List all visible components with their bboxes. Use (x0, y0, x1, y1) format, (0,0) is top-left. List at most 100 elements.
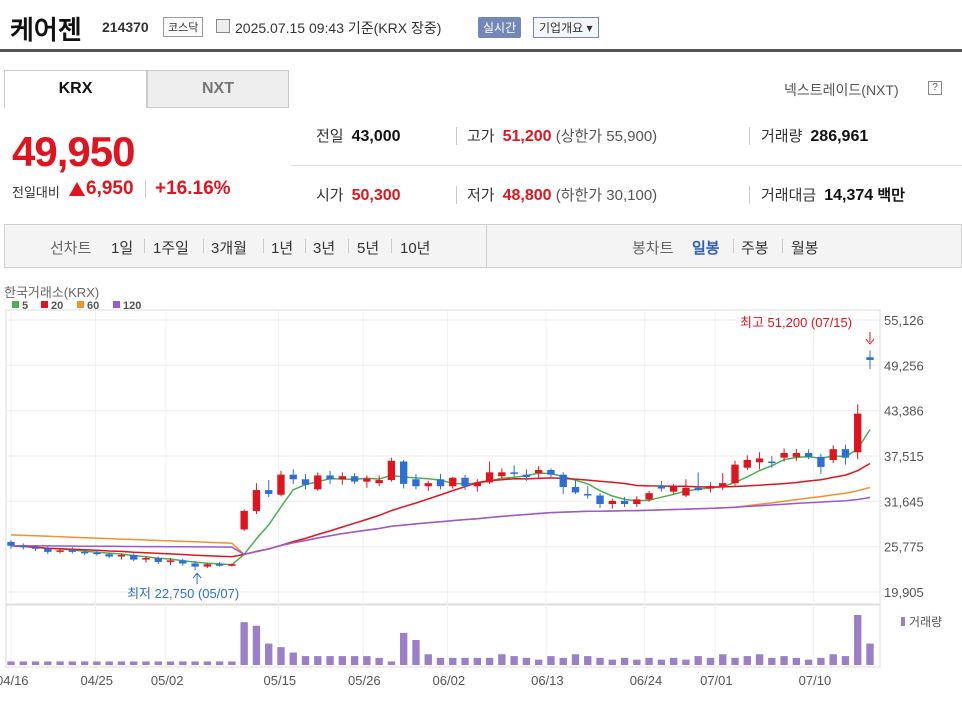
candle-body (265, 490, 273, 494)
ma-20-line (10, 462, 871, 558)
volume-bar (645, 657, 653, 665)
volume-bar (387, 661, 396, 665)
candle-body (301, 479, 310, 485)
volume-bar (228, 661, 236, 665)
candle-body (44, 548, 52, 552)
candle-body (436, 479, 445, 487)
candle-body (387, 460, 396, 481)
candle-body (522, 474, 531, 477)
candle-body (584, 493, 592, 496)
legend-swatch (12, 301, 19, 308)
x-tick-label: 07/01 (700, 673, 733, 688)
candle-body (449, 477, 457, 487)
divider (456, 127, 457, 145)
candle-body (314, 475, 322, 490)
volume-bar (117, 661, 126, 665)
tab-nxt[interactable]: NXT (147, 70, 289, 108)
chart-source: 한국거래소(KRX) (4, 285, 99, 300)
y-tick-label: 43,386 (884, 404, 924, 419)
x-tick-label: 07/10 (799, 673, 832, 688)
divider (291, 165, 962, 166)
price-stats: 전일 43,000 고가 51,200 (상한가 55,900) 거래량 286,96… (291, 112, 962, 220)
volume-bar (424, 654, 432, 665)
stock-name: 케어젠 (10, 15, 82, 45)
divider (486, 225, 487, 267)
nexttrade-link[interactable]: 넥스트레이드(NXT) (784, 82, 899, 98)
divider (456, 186, 457, 204)
candle-body (841, 449, 850, 458)
volume-bar (731, 657, 739, 665)
volume-bar (596, 657, 604, 665)
volume-bar (301, 656, 310, 665)
change-value: 6,950 (86, 178, 134, 199)
period-5y[interactable]: 5년 (357, 240, 380, 257)
candle-body (854, 413, 862, 453)
volume-bar (608, 659, 616, 665)
x-tick-label: 04/25 (80, 673, 113, 688)
period-weekly[interactable]: 주봉 (741, 240, 769, 257)
volume-bar (817, 657, 825, 665)
volume-plot-frame (5, 604, 881, 668)
period-bar: 선차트 1일 1주일 3개월 1년 3년 5년 10년 봉차트 일봉 주봉 월봉 (4, 224, 962, 268)
high-annotation: 최고 51,200 (07/15) (740, 315, 852, 330)
divider (305, 239, 306, 253)
volume-bar (7, 661, 15, 665)
candle-body (792, 453, 801, 457)
candle-body (461, 477, 469, 487)
y-tick-label: 31,645 (884, 494, 924, 509)
candle-body (559, 474, 567, 488)
candle-body (473, 482, 481, 487)
period-3y[interactable]: 3년 (313, 240, 336, 257)
period-monthly[interactable]: 월봉 (791, 240, 819, 257)
period-3m[interactable]: 3개월 (211, 240, 247, 257)
volume-bar (31, 661, 40, 665)
candle-body (694, 487, 702, 491)
candle-body (743, 459, 751, 468)
candle-body (400, 461, 408, 484)
divider (145, 180, 146, 198)
volume-bar (203, 661, 212, 665)
volume-bar (240, 622, 248, 665)
candle-body (755, 458, 764, 463)
candle-body (363, 478, 371, 482)
volume-bar (363, 656, 371, 665)
candle-body (706, 486, 715, 489)
company-overview-dropdown[interactable]: 기업개요 ▾ (533, 17, 599, 38)
period-1d[interactable]: 1일 (111, 240, 134, 257)
x-tick-label: 06/24 (630, 673, 663, 688)
realtime-button[interactable]: 실시간 (478, 17, 522, 38)
stock-chart: 한국거래소(KRX)5 20 60 120 55,126 49,256 43,386 37,5… (0, 285, 942, 688)
help-icon[interactable]: ? (928, 81, 942, 95)
volume-bar (436, 657, 445, 665)
volume-bar (498, 654, 506, 665)
candle-body (633, 499, 641, 505)
period-daily[interactable]: 일봉 (692, 240, 720, 257)
volume-bar (780, 656, 788, 665)
volume-bar (105, 661, 113, 665)
market-badge: 코스닥 (163, 17, 204, 37)
x-tick-label: 05/02 (151, 673, 184, 688)
candle-body (510, 472, 518, 474)
divider (749, 186, 750, 204)
volume-bar (694, 656, 702, 665)
period-10y[interactable]: 10년 (400, 240, 431, 257)
candle-body (424, 483, 432, 487)
lower-limit: (하한가 30,100) (555, 187, 658, 204)
volume-bar (485, 657, 494, 665)
candle-body (228, 564, 236, 566)
divider (749, 127, 750, 145)
stat-label: 시가 (316, 187, 344, 204)
volume-bar (277, 647, 285, 665)
candle-body (326, 475, 334, 480)
period-1y[interactable]: 1년 (271, 240, 294, 257)
calendar-icon (216, 19, 230, 33)
volume-bar (326, 656, 334, 665)
line-chart-label: 선차트 (50, 240, 92, 257)
volume-bar (768, 657, 776, 665)
tab-krx[interactable]: KRX (4, 70, 147, 108)
x-tick-label: 05/26 (348, 673, 381, 688)
period-1w[interactable]: 1주일 (153, 240, 189, 257)
candle-body (19, 545, 27, 548)
candle-body (534, 470, 543, 474)
volume-bar (522, 657, 531, 665)
